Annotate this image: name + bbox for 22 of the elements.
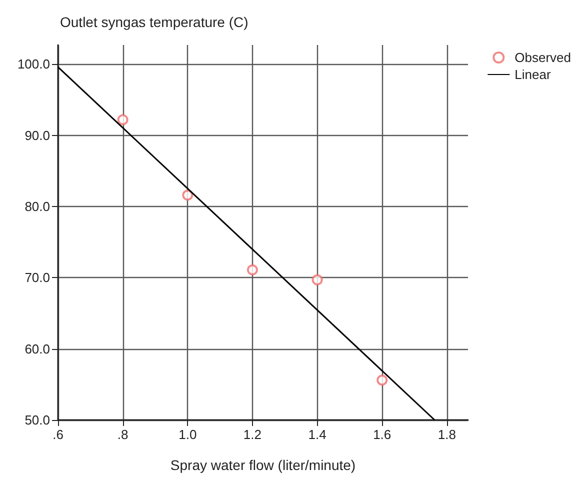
- y-axis-title: Outlet syngas temperature (C): [60, 14, 248, 30]
- point: [376, 374, 388, 386]
- x-tick-label: 1.6: [373, 427, 392, 442]
- x-tick-label: 1.2: [243, 427, 262, 442]
- y-tick-label: 50.0: [24, 412, 50, 428]
- point: [117, 114, 128, 126]
- y-tick-label: 70.0: [24, 270, 50, 286]
- y-tick-label: 100.0: [17, 56, 50, 72]
- x-tick-label: 1.0: [178, 427, 197, 442]
- y-tick-label: 60.0: [24, 341, 50, 356]
- legend-label: Observed: [514, 50, 572, 65]
- y-tick-label: 80.0: [24, 199, 50, 214]
- legend-label: Linear: [514, 67, 552, 82]
- x-tick-label: .8: [117, 427, 128, 442]
- x-tick-label: .6: [52, 427, 64, 442]
- point: [246, 264, 258, 276]
- x-tick-label: 1.8: [438, 427, 456, 442]
- y-tick-label: 90.0: [24, 128, 50, 143]
- x-axis-title: Spray water flow (liter/minute): [170, 457, 356, 473]
- point: [182, 190, 194, 201]
- point: [312, 274, 323, 286]
- x-tick-label: 1.4: [308, 427, 326, 442]
